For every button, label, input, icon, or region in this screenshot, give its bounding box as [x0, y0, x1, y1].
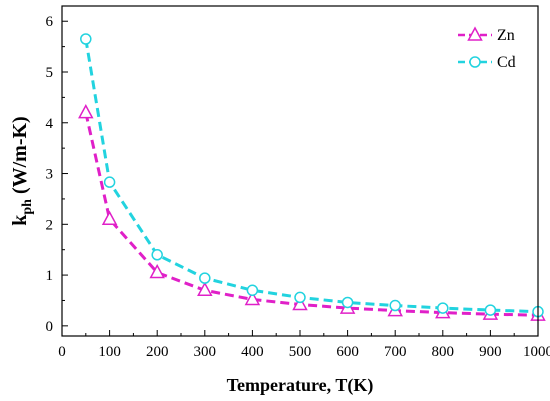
data-point-cd: [246, 284, 259, 297]
x-tick-label: 0: [58, 344, 66, 360]
legend-marker-zn: [467, 26, 483, 41]
x-axis-title: Temperature, T(K): [227, 375, 374, 396]
y-axis-title-sub: ph: [20, 199, 35, 215]
y-axis-title: kph (W/m-K): [9, 116, 35, 225]
y-tick-label: 2: [46, 217, 54, 233]
y-axis-title-rest: (W/m-K): [9, 116, 31, 199]
plot-area: [78, 33, 546, 321]
axes: 0 100 200 300 400 500 600 700 800 900 1000 0 1 2 3 4 5 6: [46, 5, 550, 360]
x-tick-label: 600: [336, 344, 359, 360]
data-point-cd: [151, 249, 163, 261]
data-point-cd: [103, 176, 116, 188]
x-tick-label: 900: [479, 344, 502, 360]
plot-frame: [61, 5, 539, 337]
data-point-cd: [199, 272, 211, 284]
data-point-cd: [389, 299, 401, 312]
data-point-zn: [292, 295, 308, 311]
x-tick-label: 800: [432, 344, 455, 360]
data-point-cd: [80, 33, 92, 45]
data-point-zn: [78, 104, 94, 119]
series-line-zn: [84, 112, 539, 317]
x-tick-label: 500: [289, 344, 312, 360]
y-tick-label: 4: [46, 116, 54, 132]
legend-label-cd: Cd: [497, 54, 516, 71]
x-tick-label: 700: [384, 344, 407, 360]
legend: Zn Cd: [458, 26, 516, 71]
y-tick-label: 1: [46, 268, 54, 284]
data-point-cd: [484, 304, 497, 316]
y-tick-label: 6: [46, 14, 54, 30]
data-point-cd: [437, 302, 449, 314]
x-tick-label: 1000: [523, 344, 550, 360]
x-tick-label: 200: [146, 344, 169, 360]
data-point-cd: [341, 296, 354, 309]
data-point-zn: [101, 210, 118, 225]
x-tick-label: 100: [98, 344, 121, 360]
y-tick-label: 3: [46, 167, 54, 183]
y-tick-label: 5: [46, 65, 54, 81]
x-tick-label: 300: [194, 344, 217, 360]
data-point-zn: [149, 263, 165, 279]
y-tick-label: 0: [46, 319, 54, 335]
data-point-zn: [244, 290, 261, 306]
data-point-zn: [197, 281, 213, 297]
data-point-cd: [294, 291, 306, 304]
y-axis-title-main: k: [9, 214, 31, 226]
legend-label-zn: Zn: [497, 27, 515, 44]
legend-marker-cd: [469, 56, 481, 68]
x-tick-label: 400: [241, 344, 264, 360]
